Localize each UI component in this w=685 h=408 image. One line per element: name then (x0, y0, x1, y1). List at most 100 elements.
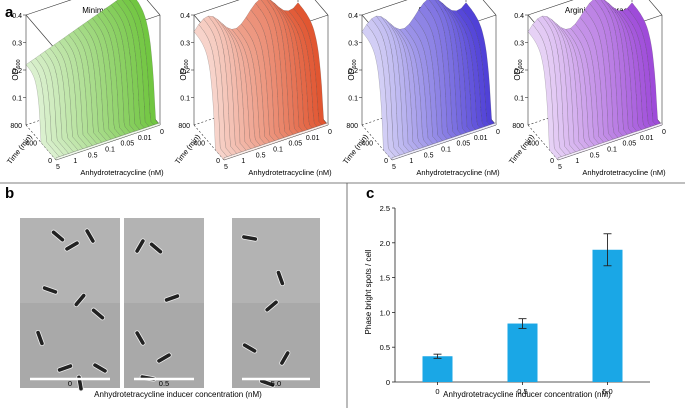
cell (35, 329, 45, 347)
cell (275, 269, 285, 287)
conc-tick-label: 5 (224, 164, 228, 171)
bar-y-tick-label: 1.0 (380, 308, 390, 317)
box-edge (482, 0, 497, 16)
time-tick-label: 400 (361, 141, 373, 148)
time-tick-label: 400 (527, 141, 539, 148)
micrograph-column-label: 0.5 (159, 379, 169, 388)
conc-tick-label: 0.05 (457, 141, 471, 148)
surface-strip (293, 2, 329, 127)
conc-tick-label: 1 (241, 158, 245, 165)
surface-title: Minimal (82, 6, 110, 15)
conc-tick-label: 0.01 (640, 135, 654, 142)
conc-tick-label: 0.05 (289, 141, 303, 148)
cell (241, 234, 258, 242)
box-edge (648, 0, 663, 16)
micrograph-x-label: Anhydrotetracycline inducer concentratio… (94, 390, 262, 399)
conc-tick-label: 0.01 (474, 135, 488, 142)
z-axis-label: OD600 (11, 59, 22, 80)
z-label-sub: 600 (16, 59, 22, 68)
time-tick-label: 0 (550, 158, 554, 165)
bar-x-label: Anhydrotetracycline inducer concentratio… (443, 390, 611, 399)
micrograph-panel: Anhydrotetracycline inducer concentratio… (20, 218, 320, 399)
bar-x-tick-label: 5.0 (602, 387, 612, 396)
conc-tick-label: 0.01 (306, 135, 320, 142)
z-label-main: OD (513, 68, 522, 80)
conc-tick-label: 0.05 (623, 141, 637, 148)
time-axis-label: Time (min) (5, 132, 34, 166)
surface-strip (627, 2, 663, 127)
cell (134, 238, 146, 254)
bar-x-tick-label: 0 (435, 387, 439, 396)
z-tick-label: 0.2 (514, 68, 524, 75)
time-axis-label: Time (min) (173, 132, 202, 166)
z-label-sub: 600 (352, 59, 358, 68)
surface-plot-1: Minimal 0.1 0.2 0.3 0.4 OD600 0 400 800 Time (min… (5, 0, 164, 177)
conc-tick-label: 0.1 (273, 147, 283, 154)
bar-y-label: Phase bright spots / cell (364, 249, 373, 334)
bar (422, 356, 453, 382)
micrograph-3: 5.0 (232, 218, 320, 388)
cell (163, 293, 181, 303)
z-tick-label: 0.2 (348, 68, 358, 75)
box-edge (25, 0, 72, 16)
z-tick-label: 0.4 (180, 13, 190, 20)
bar-y-tick-label: 0 (386, 378, 390, 387)
panel-label-c: c (366, 185, 374, 202)
conc-tick-label: 0 (328, 129, 332, 136)
box-edge (193, 0, 240, 16)
cell (241, 342, 258, 354)
surface-front (55, 122, 161, 161)
cell (84, 228, 96, 244)
bar (507, 323, 538, 382)
conc-tick-label: 0 (160, 129, 164, 136)
time-tick-label: 800 (346, 123, 358, 130)
cell (50, 229, 66, 243)
box-edge (146, 0, 161, 16)
box-edge (527, 0, 574, 16)
z-tick-label: 0.3 (180, 41, 190, 48)
time-tick-label: 800 (10, 123, 22, 130)
z-label-main: OD (11, 68, 20, 80)
z-tick-label: 0.4 (348, 13, 358, 20)
surface-front (391, 122, 497, 161)
conc-tick-label: 0 (496, 129, 500, 136)
micrograph-1: 0 (20, 218, 120, 392)
conc-axis-label: Anhydrotetracycline (nM) (582, 168, 666, 177)
micrograph-column-label: 5.0 (271, 379, 281, 388)
cell (156, 352, 172, 364)
z-label-main: OD (347, 68, 356, 80)
time-axis-label: Time (min) (341, 132, 370, 166)
conc-tick-label: 5 (56, 164, 60, 171)
z-axis-label: OD600 (347, 59, 358, 80)
conc-tick-label: 5 (558, 164, 562, 171)
z-tick-label: 0.1 (514, 96, 524, 103)
cell (148, 241, 164, 255)
time-tick-label: 0 (48, 158, 52, 165)
bar-y-tick-label: 2.0 (380, 239, 390, 248)
cell (90, 307, 106, 321)
cell (259, 378, 276, 388)
bar (592, 249, 623, 382)
surface-front (223, 122, 329, 161)
surface-front (557, 122, 663, 161)
conc-tick-label: 0 (662, 129, 666, 136)
bar-x-tick-label: 0.5 (517, 387, 527, 396)
time-axis-label: Time (min) (507, 132, 536, 166)
micrograph-upper (20, 218, 120, 303)
z-tick-label: 0.1 (180, 96, 190, 103)
conc-tick-label: 0.01 (138, 135, 152, 142)
panel-label-b: b (5, 185, 14, 202)
micrograph-2: 0.5 (124, 218, 204, 388)
z-tick-label: 0.1 (348, 96, 358, 103)
conc-tick-label: 1 (575, 158, 579, 165)
z-label-main: OD (179, 68, 188, 80)
z-axis-label: OD600 (179, 59, 190, 80)
conc-tick-label: 0.05 (121, 141, 135, 148)
cell (92, 362, 108, 374)
conc-tick-label: 0.5 (424, 152, 434, 159)
conc-tick-label: 1 (409, 158, 413, 165)
z-label-sub: 600 (184, 59, 190, 68)
z-tick-label: 0.4 (12, 13, 22, 20)
